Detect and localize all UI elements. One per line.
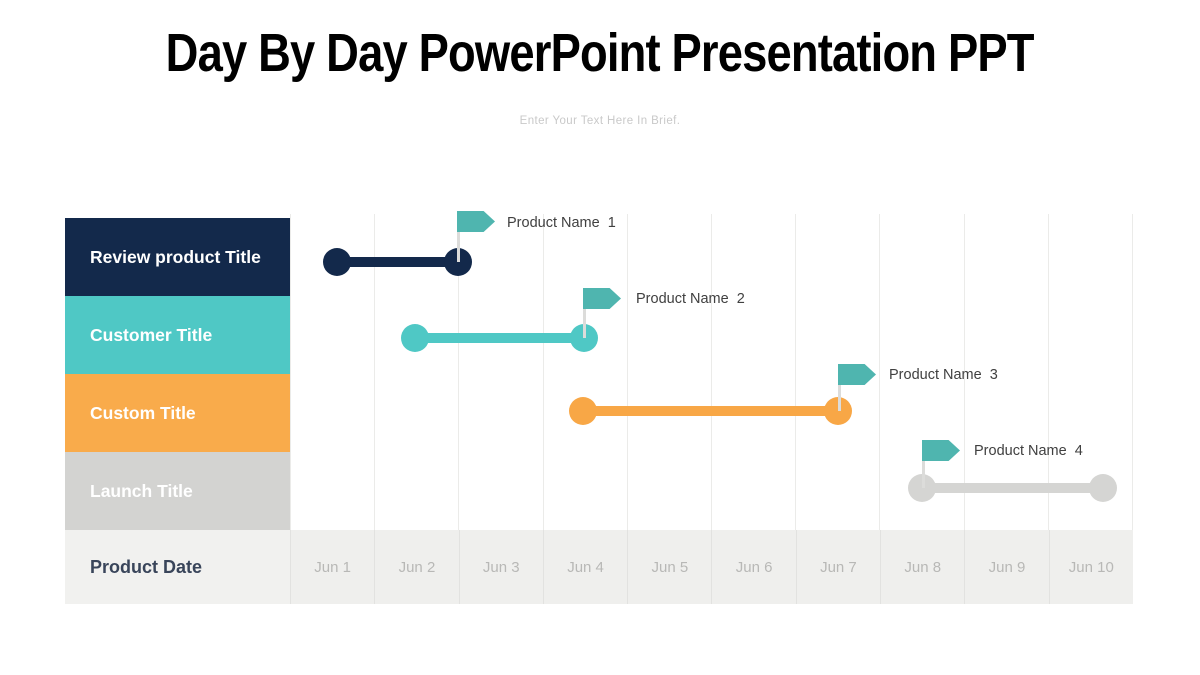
- gantt-bar-4: [922, 483, 1103, 493]
- timeline-gridlines: [290, 214, 1134, 530]
- date-tick-jun-5: Jun 5: [627, 530, 711, 604]
- bar-4-end-dot: [1089, 474, 1117, 502]
- flag-icon-3: [838, 364, 876, 385]
- gantt-bar-1: [337, 257, 458, 267]
- date-tick-jun-7: Jun 7: [795, 530, 880, 604]
- row-label-review-product-title: Review product Title: [65, 218, 290, 296]
- milestone-label-3: Product Name 3: [889, 367, 998, 383]
- gridline: [458, 214, 542, 530]
- gridline: [963, 214, 1048, 530]
- gridline: [879, 214, 963, 530]
- date-axis: Jun 1 Jun 2 Jun 3 Jun 4 Jun 5 Jun 6 Jun …: [290, 530, 1133, 604]
- slide-title: Day By Day PowerPoint Presentation PPT: [0, 22, 1200, 84]
- gridline: [290, 214, 374, 530]
- slide-subtitle: Enter Your Text Here In Brief.: [519, 115, 681, 127]
- flag-icon-4: [922, 440, 960, 461]
- gridline: [711, 214, 795, 530]
- gridline: [795, 214, 879, 530]
- flag-pole-4: [922, 461, 925, 488]
- row-label-custom-title: Custom Title: [65, 374, 290, 452]
- date-tick-jun-10: Jun 10: [1048, 530, 1133, 604]
- milestone-label-4: Product Name 4: [974, 443, 1083, 459]
- row-label-launch-title: Launch Title: [65, 452, 290, 530]
- milestone-label-1: Product Name 1: [507, 215, 616, 231]
- gantt-bar-3: [583, 406, 838, 416]
- milestone-label-2: Product Name 2: [636, 291, 745, 307]
- bar-3-start-dot: [569, 397, 597, 425]
- date-tick-jun-4: Jun 4: [542, 530, 627, 604]
- gridline: [1047, 214, 1134, 530]
- bar-2-start-dot: [401, 324, 429, 352]
- row-label-customer-title: Customer Title: [65, 296, 290, 374]
- slide-title-text: Day By Day PowerPoint Presentation PPT: [166, 23, 1035, 83]
- flag-pole-3: [838, 385, 841, 411]
- date-tick-jun-9: Jun 9: [964, 530, 1048, 604]
- date-tick-jun-8: Jun 8: [880, 530, 964, 604]
- date-tick-jun-1: Jun 1: [290, 530, 374, 604]
- gridline: [374, 214, 458, 530]
- gridline: [626, 214, 711, 530]
- flag-icon-2: [583, 288, 621, 309]
- gridline: [542, 214, 627, 530]
- date-row-label: Product Date: [65, 530, 290, 604]
- flag-pole-1: [457, 232, 460, 262]
- bar-1-start-dot: [323, 248, 351, 276]
- date-tick-jun-2: Jun 2: [374, 530, 458, 604]
- flag-pole-2: [583, 309, 586, 338]
- date-tick-jun-6: Jun 6: [711, 530, 795, 604]
- date-tick-jun-3: Jun 3: [458, 530, 543, 604]
- flag-icon-1: [457, 211, 495, 232]
- gantt-bar-2: [415, 333, 584, 343]
